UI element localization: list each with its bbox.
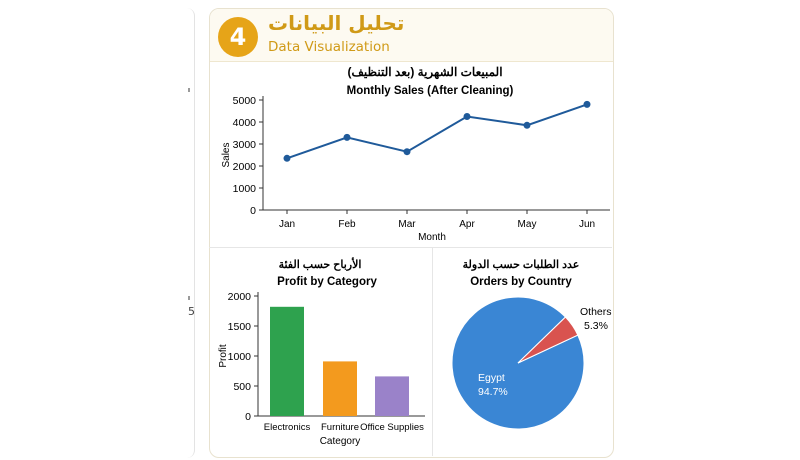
section-title: Data Visualization: [268, 39, 390, 55]
line-chart-y-tick-label: 4000: [233, 117, 257, 129]
bar-chart-bar: [270, 306, 304, 416]
pie-chart-title: Orders by Country: [470, 276, 572, 288]
panel-divider: [432, 248, 433, 456]
line-chart-x-tick-label: Jun: [579, 219, 595, 230]
bar-chart-y-label: Profit: [218, 344, 229, 368]
section-title-arabic: تحليل البيانات: [268, 11, 405, 35]
bar-chart-bar: [375, 376, 409, 416]
line-chart-x-tick-label: Mar: [398, 219, 416, 230]
line-chart-y-label: Sales: [221, 142, 232, 167]
pie-chart-title-arabic: عدد الطلبات حسب الدولة: [463, 259, 580, 271]
line-chart-x-tick-label: May: [518, 219, 537, 230]
bar-chart-y-tick-label: 500: [233, 381, 251, 393]
line-chart-series: [286, 103, 588, 160]
pie-chart-slice: [517, 316, 579, 364]
line-chart-x-tick-label: Feb: [338, 219, 356, 230]
line-chart-title: Monthly Sales (After Cleaning): [347, 85, 514, 97]
side-tick: [188, 296, 190, 300]
line-chart-x-tick-label: Apr: [459, 219, 475, 230]
line-chart-point: [463, 113, 471, 120]
line-chart-point: [583, 100, 591, 108]
side-panel: [0, 8, 195, 458]
pie-slice-label: Others: [580, 306, 612, 318]
side-label: 5: [188, 305, 195, 318]
bar-chart-y-tick-label: 1500: [228, 321, 252, 333]
bar-chart-bar: [323, 361, 357, 416]
bar-chart-x-tick-label: Electronics: [264, 422, 311, 433]
side-tick: [188, 88, 190, 92]
line-chart-x-tick-label: Jan: [279, 219, 295, 230]
panel-divider: [209, 247, 612, 248]
line-chart-point: [283, 154, 291, 162]
line-chart-y-tick-label: 1000: [233, 183, 257, 195]
line-chart-point: [343, 133, 351, 141]
bar-chart-x-tick-label: Office Supplies: [360, 422, 424, 433]
bar-chart-x-label: Category: [320, 436, 361, 447]
section-header: 4 تحليل البيانات Data Visualization: [210, 9, 613, 62]
bar-chart-title: Profit by Category: [277, 276, 377, 288]
line-chart-y-tick-label: 2000: [233, 161, 257, 173]
line-chart-y-tick-label: 5000: [233, 95, 257, 107]
line-chart-y-tick-label: 0: [250, 205, 256, 217]
pie-slice-percent: 5.3%: [584, 320, 608, 332]
bar-chart-title-arabic: الأرباح حسب الفئة: [279, 257, 362, 271]
bar-chart-y-tick-label: 2000: [228, 291, 252, 303]
bar-chart-y-tick-label: 1000: [228, 351, 252, 363]
line-chart-point: [403, 148, 411, 156]
pie-slice-label: Egypt: [478, 372, 505, 384]
pie-slice-percent: 94.7%: [478, 386, 508, 398]
line-chart-title-arabic: المبيعات الشهرية (بعد التنظيف): [347, 65, 502, 80]
line-chart-point: [523, 121, 531, 129]
line-chart-x-label: Month: [418, 232, 446, 243]
step-badge: 4: [218, 17, 258, 57]
bar-chart-x-tick-label: Furniture: [321, 422, 359, 433]
line-chart-y-tick-label: 3000: [233, 139, 257, 151]
bar-chart-y-tick-label: 0: [245, 411, 251, 423]
